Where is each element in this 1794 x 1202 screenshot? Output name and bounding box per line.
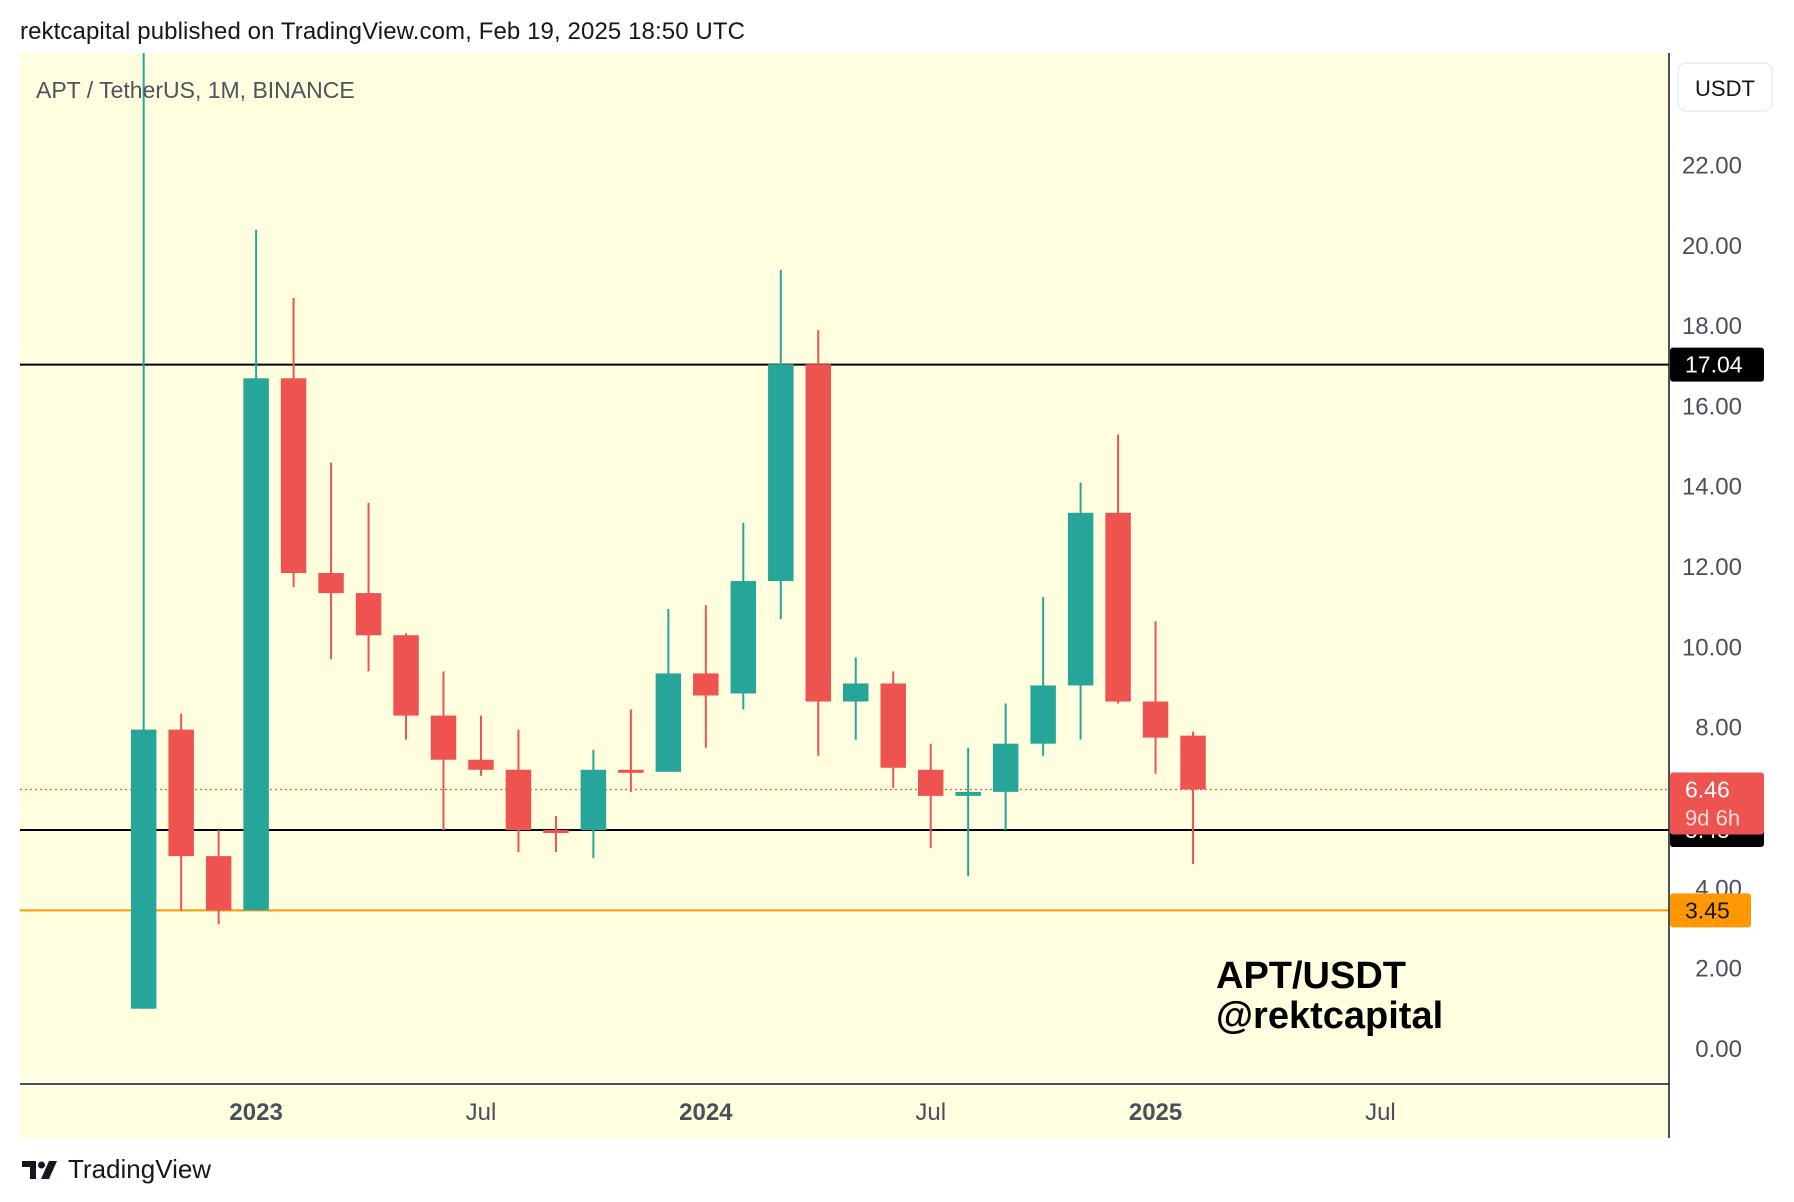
candle-body — [280, 378, 307, 574]
price-badge-bg — [1670, 347, 1764, 382]
candle-2023-10 — [580, 749, 607, 859]
y-tick-label: 8.00 — [1695, 715, 1742, 742]
candle-body — [393, 635, 419, 716]
y-tick-label: 20.00 — [1682, 233, 1742, 260]
candle-body — [130, 729, 157, 1009]
candle-2024-06 — [880, 671, 906, 788]
candle-body — [318, 573, 344, 594]
candle-body — [205, 856, 232, 911]
symbol-title: APT / TetherUS, 1M, BINANCE — [36, 77, 355, 103]
currency-label: USDT — [1695, 76, 1755, 101]
candle-body — [880, 683, 906, 768]
candle-body — [355, 593, 382, 636]
candle-2023-12 — [655, 609, 682, 772]
candle-body — [505, 769, 532, 831]
watermark-line-2: @rektcapital — [1216, 995, 1443, 1037]
candle-2024-03 — [768, 269, 794, 620]
candle-2022-11 — [168, 713, 194, 911]
y-tick-label: 10.00 — [1682, 634, 1742, 661]
candle-body — [430, 715, 457, 760]
currency-button[interactable] — [1677, 62, 1773, 112]
candle-2023-08 — [505, 729, 532, 853]
publisher-header: rektcapital published on TradingView.com… — [20, 18, 746, 45]
candle-body — [243, 378, 269, 911]
candle-body — [1142, 701, 1169, 738]
current-price-badge: 6.46 9d 6h — [1670, 772, 1764, 835]
candle-2023-02 — [280, 297, 307, 588]
x-tick-label: Jul — [466, 1099, 497, 1126]
current-price-countdown: 9d 6h — [1685, 805, 1740, 830]
y-tick-label: 12.00 — [1682, 554, 1742, 581]
x-tick-label: 2024 — [679, 1099, 733, 1126]
candle-2024-08 — [955, 747, 981, 877]
candle-2024-02 — [730, 522, 757, 710]
candle-2022-12 — [205, 830, 232, 925]
y-tick-label: 18.00 — [1682, 313, 1742, 340]
candle-2023-09 — [543, 815, 569, 853]
candle-2025-02 — [1180, 731, 1206, 865]
price-badge-3.45: 3.45 — [1670, 893, 1751, 928]
candle-body — [1030, 685, 1056, 744]
candle-2024-04 — [805, 330, 832, 756]
y-tick-label: 0.00 — [1695, 1036, 1742, 1063]
candle-body — [730, 581, 757, 694]
price-badge-17.04: 17.04 — [1670, 347, 1764, 382]
candle-2024-09 — [992, 703, 1019, 831]
candle-body — [655, 673, 682, 772]
candle-2024-12 — [1105, 434, 1131, 704]
candle-body — [1105, 512, 1131, 702]
candle-body — [468, 759, 494, 770]
candle-2024-05 — [843, 657, 869, 740]
candle-body — [1180, 735, 1206, 790]
price-badge-text: 3.45 — [1685, 897, 1730, 923]
candle-2023-07 — [468, 715, 494, 776]
current-price-badge-bg — [1670, 772, 1764, 835]
x-tick-label: 2025 — [1129, 1099, 1182, 1126]
candle-2024-10 — [1030, 597, 1056, 756]
candle-body — [768, 364, 794, 582]
candle-body — [843, 683, 869, 702]
candle-body — [693, 673, 719, 696]
tradingview-brand: TradingView — [68, 1154, 212, 1184]
candle-2023-03 — [318, 462, 344, 660]
candle-body — [1067, 512, 1094, 686]
candle-2024-11 — [1067, 482, 1094, 740]
x-tick-label: Jul — [1365, 1099, 1396, 1126]
candle-2025-01 — [1142, 621, 1169, 774]
y-tick-label: 2.00 — [1695, 956, 1742, 983]
candle-body — [992, 743, 1019, 792]
candle-body — [618, 769, 644, 773]
x-tick-label: Jul — [915, 1099, 946, 1126]
candle-2023-01 — [243, 229, 269, 911]
candle-2023-11 — [618, 709, 644, 792]
x-tick-label: 2023 — [229, 1099, 282, 1126]
x-axis-background — [20, 1084, 1669, 1138]
candle-2024-01 — [693, 605, 719, 748]
candle-body — [168, 729, 194, 857]
tradingview-logo[interactable]: TradingView — [20, 1154, 211, 1185]
candle-2024-07 — [917, 743, 944, 849]
candle-body — [805, 364, 832, 702]
tradingview-icon — [22, 1160, 57, 1179]
watermark-line-1: APT/USDT — [1216, 955, 1406, 997]
current-price-value: 6.46 — [1685, 776, 1730, 802]
y-tick-label: 16.00 — [1682, 393, 1742, 420]
price-badge-text: 17.04 — [1685, 352, 1743, 378]
candle-2023-05 — [393, 633, 419, 740]
y-tick-label: 14.00 — [1682, 474, 1742, 501]
candle-2023-04 — [355, 502, 382, 672]
candle-2022-10 — [130, 53, 157, 1009]
candle-body — [917, 769, 944, 796]
candle-body — [955, 791, 981, 796]
candle-body — [580, 769, 607, 831]
candle-body — [543, 830, 569, 834]
price-badge-bg — [1670, 893, 1751, 928]
candle-2023-06 — [430, 671, 457, 831]
y-tick-label: 22.00 — [1682, 152, 1742, 179]
